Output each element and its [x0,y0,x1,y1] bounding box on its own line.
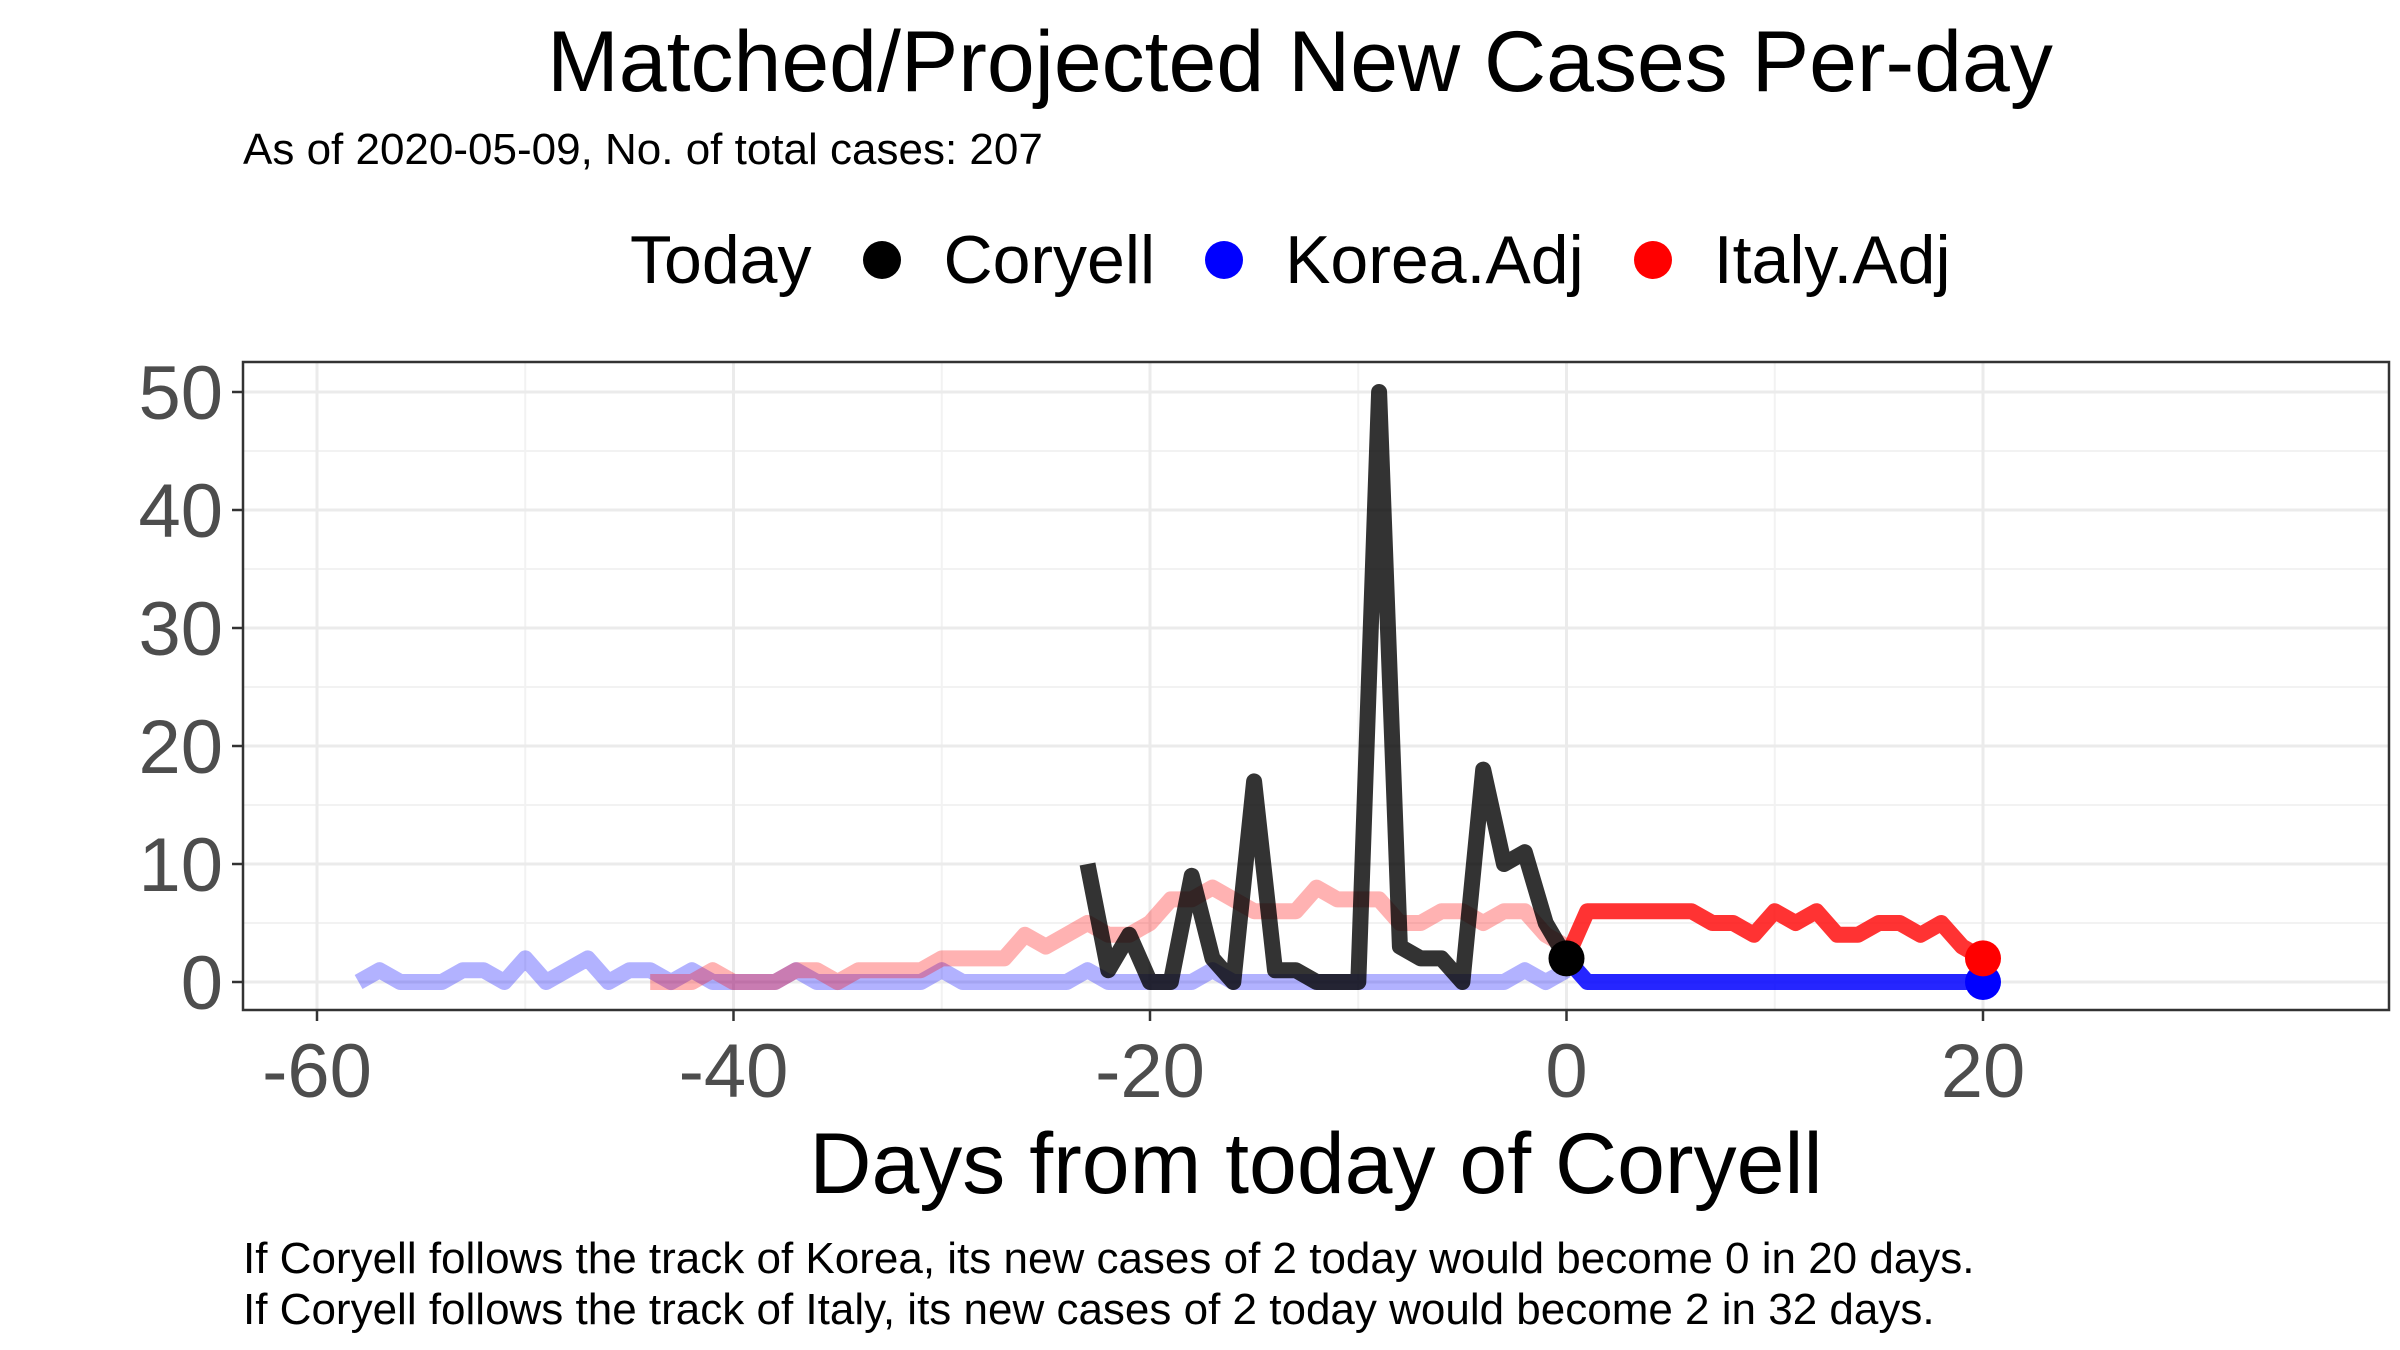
series-line-coryell [1079,384,1574,990]
y-tick-label: 30 [138,587,223,672]
x-axis-title: Days from today of Coryell [809,1116,1822,1212]
caption-italy: If Coryell follows the track of Italy, i… [243,1285,1935,1334]
coryell-today-point [1548,940,1585,977]
chart-subtitle: As of 2020-05-09, No. of total cases: 20… [243,125,1043,174]
legend-label-italy: Italy.Adj [1713,222,1951,298]
y-tick-label: 10 [138,823,223,908]
caption-korea: If Coryell follows the track of Korea, i… [243,1234,1975,1283]
series-line-korea-projected [1560,953,1983,990]
italy-projection-end-point [1965,940,2001,977]
plot-border [241,360,2391,1012]
x-tick-label: 20 [1941,1029,2026,1114]
axis-ticks [232,390,1985,1021]
y-tick-label: 40 [138,469,223,554]
y-tick-label: 0 [181,941,223,1026]
legend-key-korea [1205,241,1244,279]
y-tick-label: 20 [138,705,223,790]
legend-label-korea: Korea.Adj [1285,222,1584,298]
legend-item-korea: Korea.Adj [1205,221,1584,299]
chart-title: Matched/Projected New Cases Per-day [547,14,2053,110]
legend-title: Today [630,222,812,298]
x-tick-label: -60 [262,1029,372,1114]
legend-key-italy [1633,241,1672,279]
legend-item-italy: Italy.Adj [1633,221,1951,299]
legend: Today Coryell Korea.Adj Italy.Adj [630,210,2001,310]
axis-labels: 0 10 20 30 40 50 -60 -40 -20 0 20 [138,351,2025,1114]
series-line-italy-projected [1559,903,1987,966]
x-tick-label: 0 [1545,1029,1587,1114]
legend-label-coryell: Coryell [943,222,1156,298]
x-tick-label: -20 [1095,1029,1205,1114]
y-tick-label: 50 [138,351,223,436]
plot-area: 0 10 20 30 40 50 -60 -40 -20 0 20 Days from today … [138,351,2391,1212]
x-tick-label: -40 [679,1029,789,1114]
legend-key-coryell [863,241,902,279]
legend-item-coryell: Coryell [863,221,1155,299]
series-layer [354,384,2001,1000]
